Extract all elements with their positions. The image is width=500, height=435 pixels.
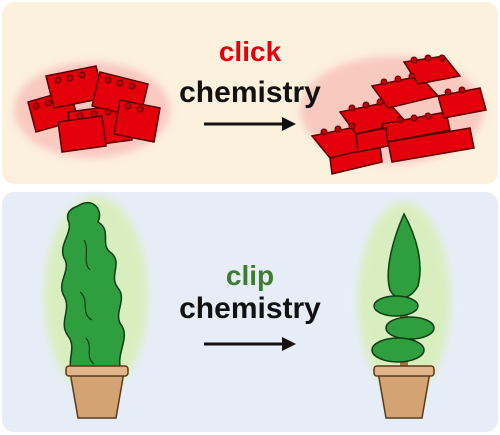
spiral-topiary-illustration — [358, 202, 450, 419]
click-chemistry-subtitle: chemistry — [179, 76, 321, 109]
transform-arrow-top — [204, 117, 296, 131]
click-keyword: click — [218, 36, 282, 67]
clip-keyword: clip — [225, 260, 275, 291]
transform-arrow-bottom — [204, 337, 296, 351]
clip-chemistry-subtitle: chemistry — [179, 292, 321, 325]
assembled-brick-wall-illustration — [300, 54, 487, 175]
untrimmed-shrub-illustration — [44, 196, 148, 419]
scattered-bricks-illustration — [14, 62, 170, 158]
